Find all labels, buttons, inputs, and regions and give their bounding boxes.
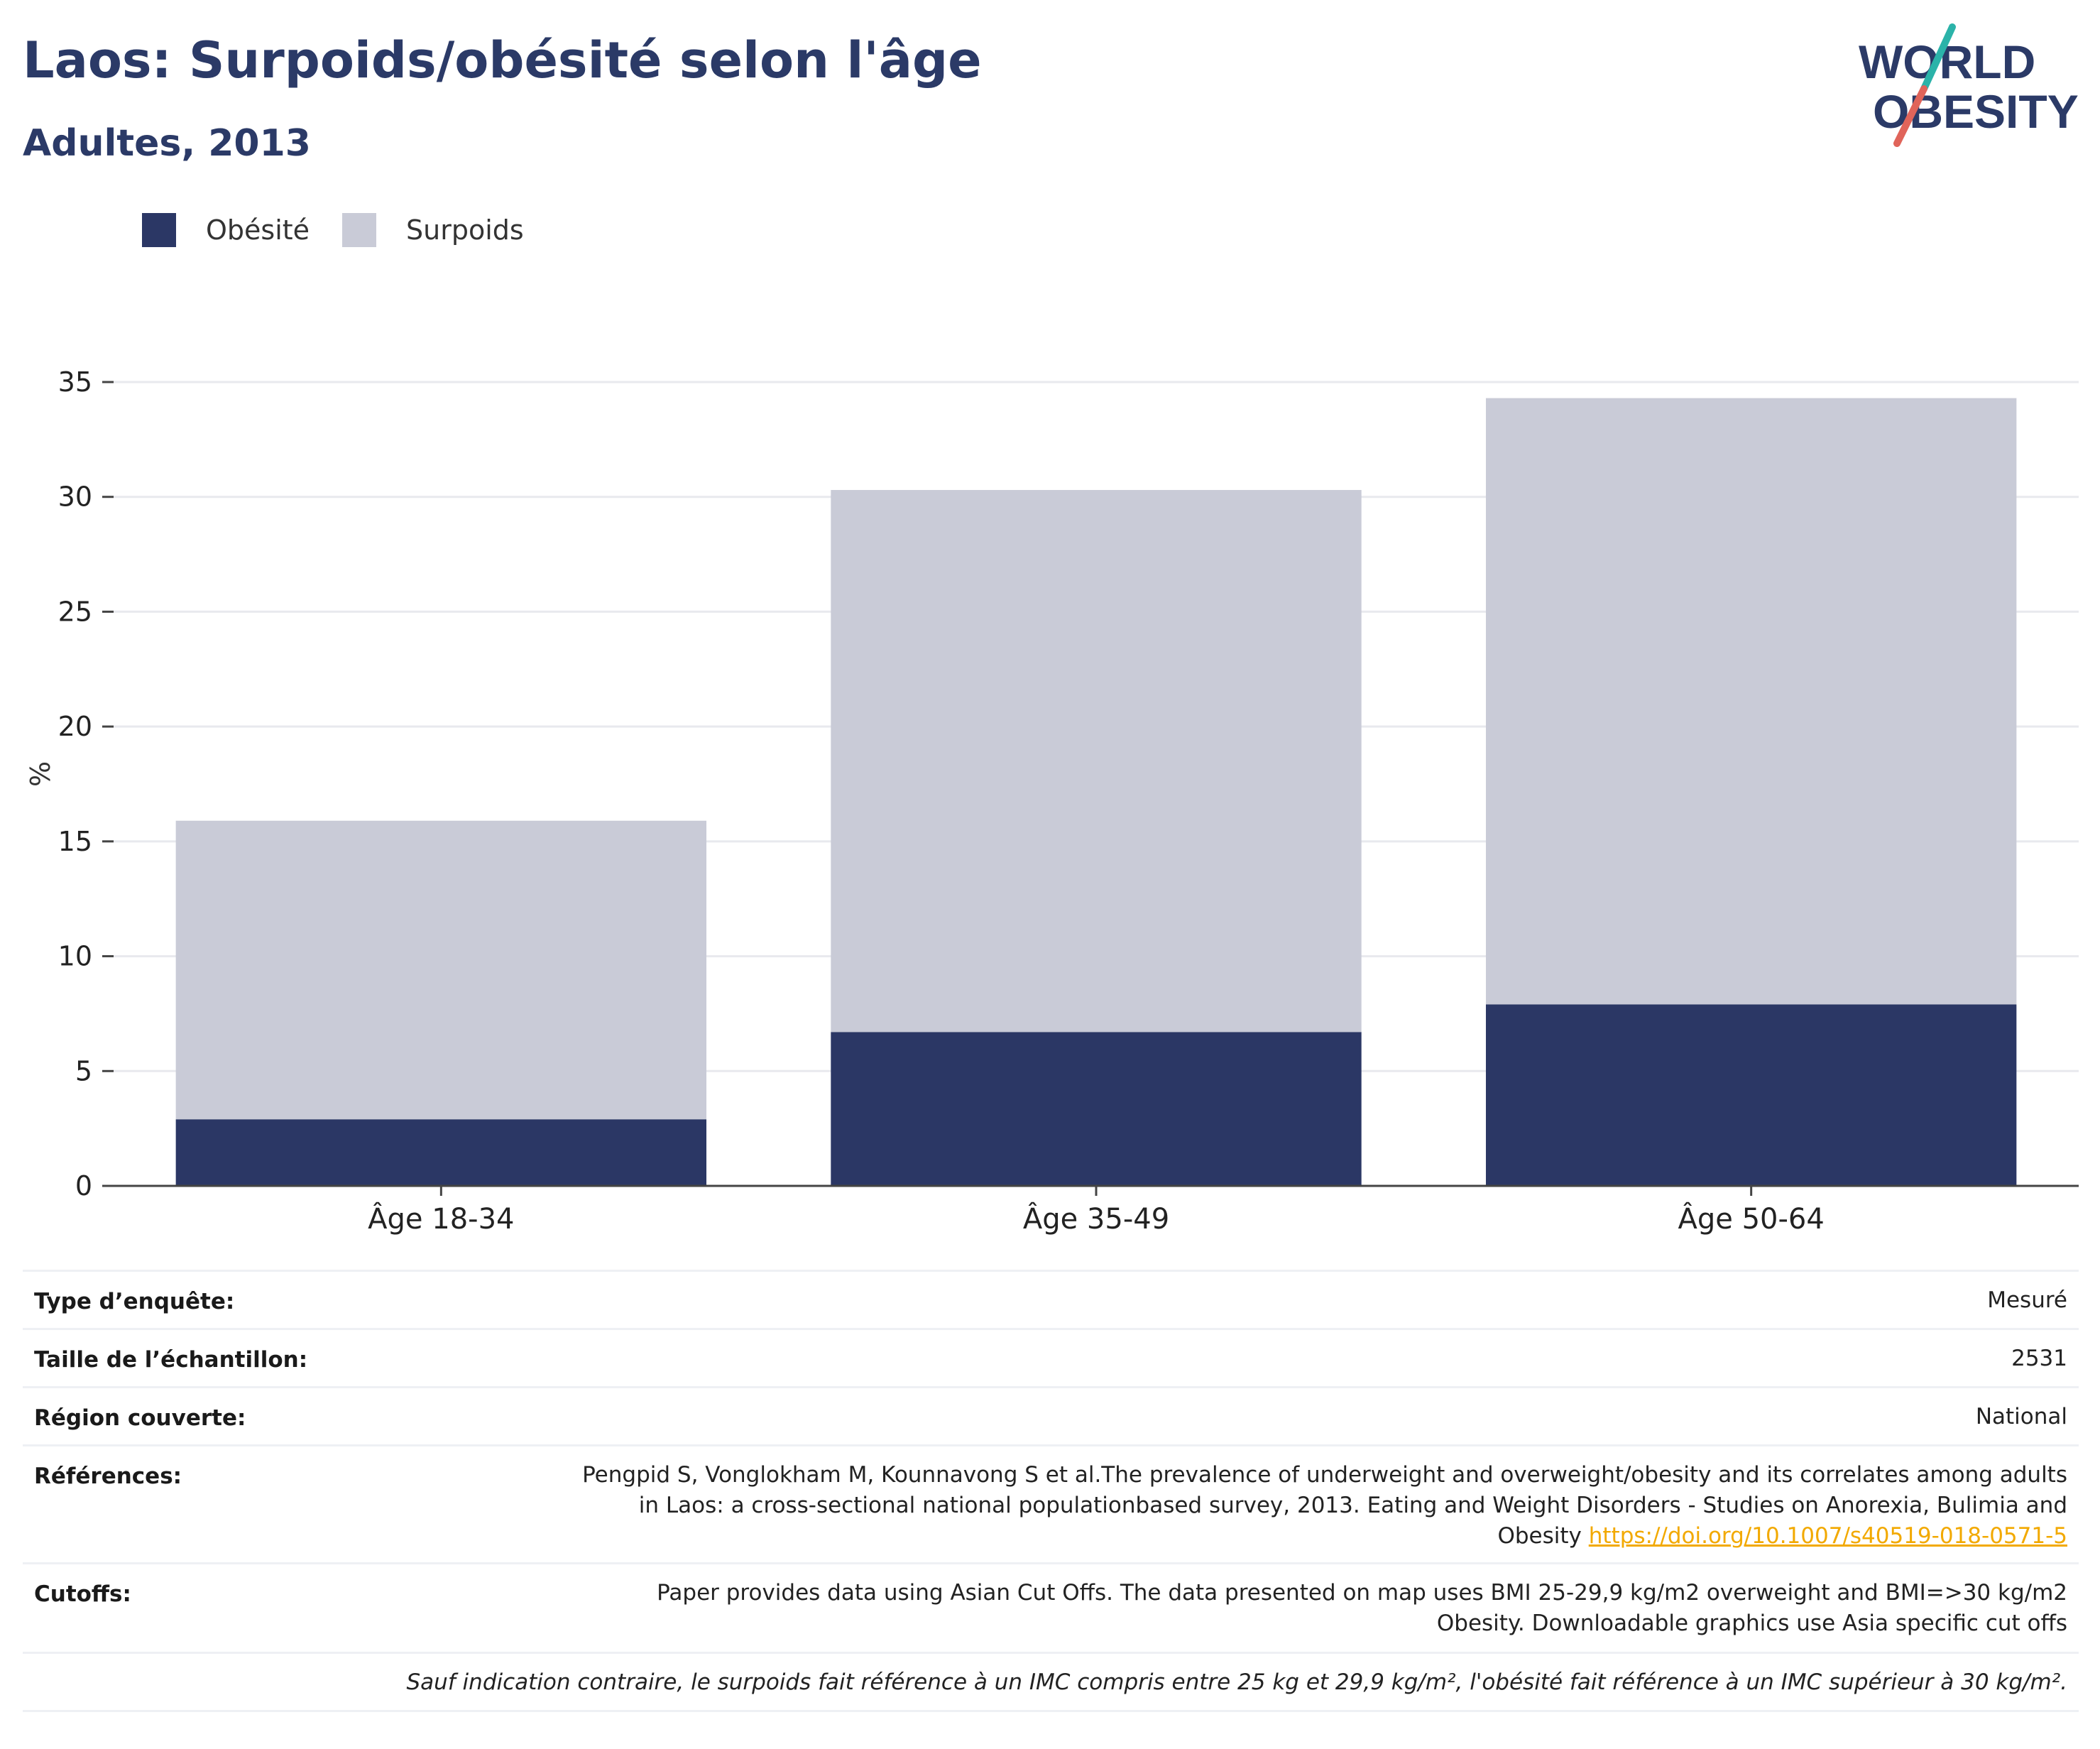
cutoffs-line-1: Paper provides data using Asian Cut Offs… — [657, 1580, 2067, 1606]
info-row-footnote: Sauf indication contraire, le surpoids f… — [23, 1652, 2079, 1712]
bar-chart: 0 5 10 15 20 25 30 35 Âge 18-34 Âge 35-49 Âge 50-… — [25, 366, 2079, 1236]
chart-subtitle: Adultes, 2013 — [23, 122, 311, 165]
world-obesity-logo: WORLD OBESITY — [1859, 23, 2079, 147]
references-line-2: in Laos: a cross-sectional national popu… — [638, 1493, 2067, 1518]
x-tick-label: Âge 18-34 — [368, 1202, 514, 1236]
cutoffs-label: Cutoffs: — [34, 1581, 131, 1607]
references-label: Références: — [34, 1464, 182, 1489]
bar-obesity[interactable] — [175, 1119, 707, 1186]
logo-slash-bottom — [1893, 85, 1927, 147]
cutoffs-line-2: Obesity. Downloadable graphics use Asia … — [1436, 1611, 2067, 1636]
bar-obesity[interactable] — [831, 1032, 1362, 1186]
y-axis-ticks: 0 5 10 15 20 25 30 35 — [58, 366, 114, 1202]
bar-overweight[interactable] — [175, 820, 707, 1120]
y-tick-label: 20 — [58, 711, 92, 742]
region-label: Région couverte: — [34, 1405, 246, 1431]
x-tick-label: Âge 50-64 — [1678, 1202, 1825, 1236]
legend-swatch-overweight — [342, 213, 376, 247]
footnote: Sauf indication contraire, le surpoids f… — [406, 1669, 2067, 1695]
logo-slash-top — [1920, 23, 1956, 92]
info-bottom-border — [23, 1710, 2079, 1712]
x-axis-ticks: Âge 18-34 Âge 35-49 Âge 50-64 — [368, 1186, 1825, 1236]
sample-size-value: 2531 — [2011, 1346, 2067, 1371]
references-line-3-text: Obesity — [1497, 1523, 1582, 1549]
sample-size-label: Taille de l’échantillon: — [34, 1347, 308, 1373]
info-row-references: Références: Pengpid S, Vonglokham M, Kou… — [23, 1444, 2079, 1564]
y-tick-label: 35 — [58, 366, 92, 398]
y-tick-label: 10 — [58, 941, 92, 972]
y-tick-label: 25 — [58, 596, 92, 627]
x-tick-label: Âge 35-49 — [1023, 1202, 1169, 1236]
bar-obesity[interactable] — [1485, 1004, 2017, 1186]
references-line-1: Pengpid S, Vonglokham M, Kounnavong S et… — [582, 1462, 2067, 1488]
bar-overweight[interactable] — [1485, 398, 2017, 1005]
info-row-sample-size: Taille de l’échantillon: 2531 — [23, 1328, 2079, 1388]
y-tick-label: 0 — [75, 1170, 92, 1202]
y-tick-label: 30 — [58, 481, 92, 513]
references-value: Pengpid S, Vonglokham M, Kounnavong S et… — [582, 1460, 2067, 1552]
region-value: National — [1975, 1404, 2067, 1429]
info-row-survey-type: Type d’enquête: Mesuré — [23, 1270, 2079, 1330]
cutoffs-value: Paper provides data using Asian Cut Offs… — [657, 1578, 2067, 1639]
info-row-region: Région couverte: National — [23, 1386, 2079, 1446]
info-row-cutoffs: Cutoffs: Paper provides data using Asian… — [23, 1562, 2079, 1654]
legend-item-overweight[interactable]: Surpoids — [342, 213, 524, 247]
bar-overweight[interactable] — [831, 490, 1362, 1032]
chart-title: Laos: Surpoids/obésité selon l'âge — [23, 31, 982, 89]
references-doi-link[interactable]: https://doi.org/10.1007/s40519-018-0571-… — [1588, 1523, 2067, 1549]
bars — [175, 398, 2017, 1186]
legend-label-overweight: Surpoids — [406, 214, 524, 246]
legend-swatch-obesity — [142, 213, 176, 247]
legend-label-obesity: Obésité — [206, 214, 310, 246]
y-tick-label: 15 — [58, 826, 92, 857]
survey-type-value: Mesuré — [1987, 1287, 2067, 1313]
survey-type-label: Type d’enquête: — [34, 1289, 235, 1314]
y-tick-label: 5 — [75, 1055, 92, 1086]
y-axis-label: % — [25, 761, 56, 787]
legend-item-obesity[interactable]: Obésité — [142, 213, 310, 247]
references-line-3: Obesity https://doi.org/10.1007/s40519-0… — [582, 1521, 2067, 1552]
